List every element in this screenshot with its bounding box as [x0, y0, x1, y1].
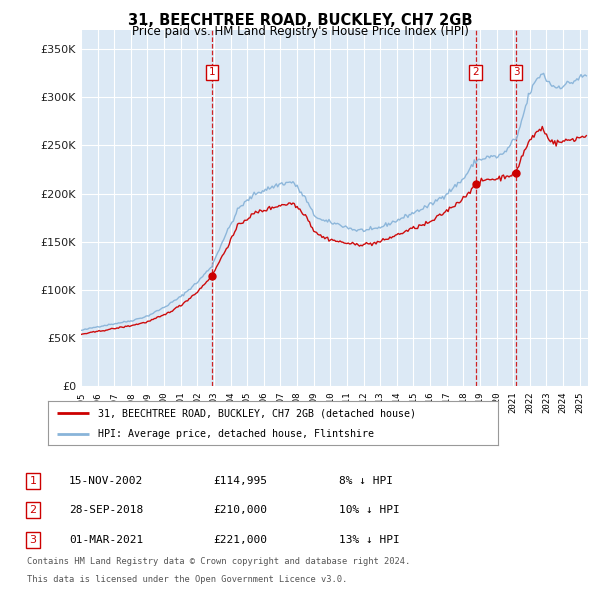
Text: 15-NOV-2002: 15-NOV-2002 [69, 476, 143, 486]
Text: 1: 1 [29, 476, 37, 486]
Text: 28-SEP-2018: 28-SEP-2018 [69, 506, 143, 515]
Text: 01-MAR-2021: 01-MAR-2021 [69, 535, 143, 545]
Text: £114,995: £114,995 [213, 476, 267, 486]
Text: This data is licensed under the Open Government Licence v3.0.: This data is licensed under the Open Gov… [27, 575, 347, 584]
Text: Price paid vs. HM Land Registry's House Price Index (HPI): Price paid vs. HM Land Registry's House … [131, 25, 469, 38]
Text: 3: 3 [513, 67, 520, 77]
Text: £210,000: £210,000 [213, 506, 267, 515]
Text: 2: 2 [29, 506, 37, 515]
Text: 8% ↓ HPI: 8% ↓ HPI [339, 476, 393, 486]
Text: 10% ↓ HPI: 10% ↓ HPI [339, 506, 400, 515]
Text: 3: 3 [29, 535, 37, 545]
Text: Contains HM Land Registry data © Crown copyright and database right 2024.: Contains HM Land Registry data © Crown c… [27, 558, 410, 566]
Text: 2: 2 [472, 67, 479, 77]
Text: 31, BEECHTREE ROAD, BUCKLEY, CH7 2GB (detached house): 31, BEECHTREE ROAD, BUCKLEY, CH7 2GB (de… [97, 408, 415, 418]
Text: 1: 1 [209, 67, 215, 77]
Text: £221,000: £221,000 [213, 535, 267, 545]
Text: 31, BEECHTREE ROAD, BUCKLEY, CH7 2GB: 31, BEECHTREE ROAD, BUCKLEY, CH7 2GB [128, 13, 472, 28]
Text: 13% ↓ HPI: 13% ↓ HPI [339, 535, 400, 545]
Text: HPI: Average price, detached house, Flintshire: HPI: Average price, detached house, Flin… [97, 428, 373, 438]
